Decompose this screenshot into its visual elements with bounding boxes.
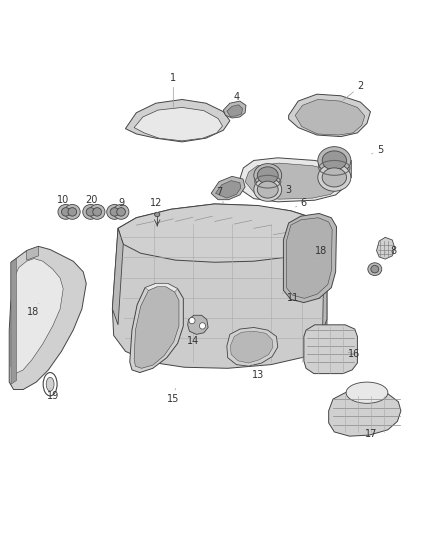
Text: 3: 3 — [280, 184, 292, 196]
Ellipse shape — [46, 377, 54, 391]
Ellipse shape — [189, 317, 195, 324]
Polygon shape — [130, 284, 184, 373]
Ellipse shape — [155, 213, 160, 216]
Text: 9: 9 — [118, 198, 124, 208]
Text: 17: 17 — [365, 425, 378, 439]
Polygon shape — [328, 390, 401, 436]
Ellipse shape — [61, 208, 70, 216]
Polygon shape — [254, 175, 282, 190]
Ellipse shape — [113, 205, 129, 219]
Ellipse shape — [93, 208, 102, 216]
Text: 12: 12 — [150, 198, 162, 214]
Polygon shape — [227, 105, 243, 116]
Ellipse shape — [58, 205, 74, 219]
Polygon shape — [304, 325, 357, 374]
Polygon shape — [11, 259, 63, 374]
Text: 5: 5 — [372, 145, 383, 155]
Text: 13: 13 — [252, 365, 264, 380]
Polygon shape — [145, 284, 178, 292]
Ellipse shape — [83, 205, 99, 219]
Ellipse shape — [117, 208, 125, 216]
Polygon shape — [230, 331, 273, 363]
Text: 15: 15 — [167, 389, 180, 404]
Polygon shape — [322, 229, 327, 330]
Polygon shape — [283, 214, 336, 303]
Text: 10: 10 — [57, 195, 69, 208]
Text: 1: 1 — [170, 73, 177, 107]
Polygon shape — [227, 327, 278, 366]
Ellipse shape — [199, 322, 205, 329]
Polygon shape — [211, 176, 245, 200]
Polygon shape — [289, 94, 371, 136]
Polygon shape — [239, 158, 349, 202]
Ellipse shape — [346, 382, 388, 403]
Text: 20: 20 — [86, 195, 98, 208]
Text: 18: 18 — [315, 246, 327, 259]
Text: 7: 7 — [216, 187, 223, 203]
Ellipse shape — [254, 178, 282, 201]
Ellipse shape — [371, 265, 379, 273]
Ellipse shape — [86, 208, 95, 216]
Ellipse shape — [110, 208, 119, 216]
Ellipse shape — [322, 151, 346, 170]
Ellipse shape — [318, 147, 351, 174]
Ellipse shape — [254, 164, 282, 187]
Text: 6: 6 — [296, 198, 307, 208]
Ellipse shape — [318, 164, 351, 191]
Polygon shape — [223, 101, 246, 118]
Ellipse shape — [257, 181, 278, 198]
Text: 18: 18 — [27, 304, 39, 317]
Polygon shape — [113, 204, 327, 368]
Polygon shape — [245, 163, 342, 199]
Polygon shape — [125, 100, 230, 142]
Ellipse shape — [64, 205, 80, 219]
Ellipse shape — [257, 167, 278, 184]
Polygon shape — [286, 217, 332, 298]
Polygon shape — [11, 259, 17, 384]
Polygon shape — [113, 228, 123, 325]
Ellipse shape — [368, 263, 382, 276]
Text: 16: 16 — [348, 349, 360, 359]
Ellipse shape — [68, 208, 77, 216]
Polygon shape — [318, 160, 351, 177]
Text: 8: 8 — [385, 246, 396, 256]
Ellipse shape — [322, 168, 346, 187]
Ellipse shape — [107, 205, 122, 219]
Ellipse shape — [43, 373, 57, 396]
Polygon shape — [134, 287, 179, 368]
Polygon shape — [377, 237, 395, 259]
Polygon shape — [187, 316, 208, 334]
Polygon shape — [118, 204, 327, 262]
Polygon shape — [215, 181, 241, 198]
Text: 19: 19 — [46, 389, 59, 401]
Text: 2: 2 — [343, 81, 364, 100]
Polygon shape — [295, 100, 365, 135]
Text: 14: 14 — [187, 333, 199, 346]
Text: 11: 11 — [282, 293, 299, 303]
Ellipse shape — [89, 205, 105, 219]
Polygon shape — [9, 246, 86, 390]
Polygon shape — [134, 108, 223, 141]
Polygon shape — [27, 246, 39, 260]
Text: 4: 4 — [233, 92, 240, 108]
